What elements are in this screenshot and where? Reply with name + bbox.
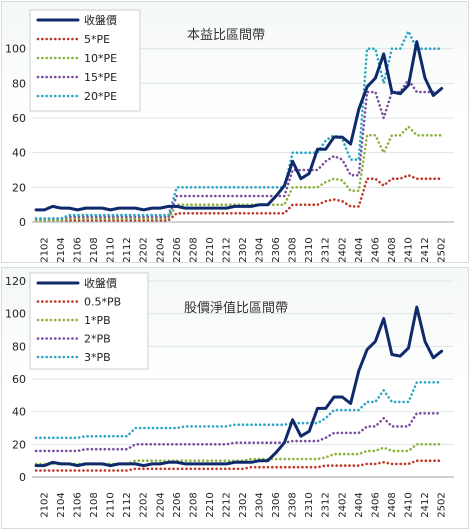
y-tick-label: 40: [12, 147, 26, 160]
x-tick-label: 2208: [188, 237, 199, 262]
x-tick-label: 2106: [73, 492, 84, 517]
legend-box: [29, 272, 149, 370]
x-tick-label: 2412: [420, 237, 431, 262]
x-tick-label: 2402: [337, 492, 348, 517]
x-tick-label: 2206: [172, 492, 183, 517]
x-tick-label: 2406: [370, 492, 381, 517]
x-tick-label: 2404: [354, 237, 365, 262]
pb-band-chart-panel: 0 20 40 60 80 100 120 2102 2104 2106 2108 2110 2112 2…: [1, 267, 469, 529]
x-tick-label: 2406: [370, 237, 381, 262]
legend-label: 2*PB: [84, 333, 111, 346]
y-tick-label: 120: [5, 275, 26, 288]
x-tick-label: 2112: [122, 237, 133, 262]
chart-title: 股價淨值比區間帶: [184, 300, 288, 316]
legend-label: 收盤價: [84, 276, 117, 290]
x-tick-label: 2310: [304, 492, 315, 517]
legend-label: 1*PB: [84, 314, 111, 327]
y-tick-label: 80: [12, 340, 26, 353]
x-tick-label: 2412: [420, 492, 431, 517]
series-line-3: [34, 412, 443, 453]
x-tick-label: 2204: [155, 237, 166, 262]
x-tick-label: 2104: [56, 237, 67, 262]
legend-label: 10*PE: [84, 52, 117, 65]
x-tick-label: 2108: [89, 492, 100, 517]
y-tick-label: 20: [12, 181, 26, 194]
x-tick-label: 2302: [238, 492, 249, 517]
legend-box: [29, 9, 141, 112]
x-tick-label: 2210: [205, 492, 216, 517]
legend-label: 3*PB: [84, 351, 111, 364]
y-tick-label: 80: [12, 77, 26, 90]
x-tick-label: 2104: [56, 492, 67, 517]
x-tick-label: 2410: [403, 237, 414, 262]
x-tick-label: 2108: [89, 237, 100, 262]
x-tick-label: 2106: [73, 237, 84, 262]
x-tick-label: 2502: [437, 237, 448, 262]
y-tick-label: 100: [5, 43, 26, 56]
y-tick-label: 0: [19, 471, 26, 484]
x-tick-label: 2204: [155, 492, 166, 517]
x-tick-label: 2210: [205, 237, 216, 262]
x-tick-label: 2308: [288, 492, 299, 517]
x-tick-label: 2110: [106, 492, 117, 517]
series-line-3: [34, 78, 443, 220]
x-tick-label: 2408: [387, 237, 398, 262]
chart-title: 本益比區間帶: [187, 28, 265, 43]
series-line-4: [34, 381, 443, 440]
x-tick-label: 2206: [172, 237, 183, 262]
x-tick-label: 2302: [238, 237, 249, 262]
pe-band-chart-panel: 0 20 40 60 80 100 2102 2104 2106 2108 2110 2112 2202…: [1, 1, 469, 263]
series-line-2: [34, 125, 443, 222]
x-tick-label: 2410: [403, 492, 414, 517]
y-tick-label: 40: [12, 406, 26, 419]
x-tick-label: 2408: [387, 492, 398, 517]
x-tick-label: 2102: [39, 237, 50, 262]
series-line-0: [34, 40, 444, 212]
y-tick-label: 100: [5, 308, 26, 321]
legend-label: 收盤價: [84, 13, 117, 27]
y-tick-label: 20: [12, 438, 26, 451]
x-tick-label: 2212: [221, 492, 232, 517]
y-tick-label: 60: [12, 112, 26, 125]
x-tick-label: 2308: [288, 237, 299, 262]
x-tick-label: 2306: [271, 492, 282, 517]
y-tick-label: 60: [12, 373, 26, 386]
x-tick-label: 2312: [321, 237, 332, 262]
series-line-1: [34, 173, 443, 222]
x-tick-label: 2304: [255, 237, 266, 262]
x-tick-label: 2112: [122, 492, 133, 517]
x-tick-label: 2404: [354, 492, 365, 517]
y-tick-label: 0: [19, 216, 26, 229]
x-tick-label: 2110: [106, 237, 117, 262]
x-tick-label: 2208: [188, 492, 199, 517]
legend-label: 0.5*PB: [84, 296, 121, 309]
x-tick-label: 2502: [437, 492, 448, 517]
x-tick-label: 2202: [139, 237, 150, 262]
x-tick-label: 2212: [221, 237, 232, 262]
x-tick-label: 2306: [271, 237, 282, 262]
pb-band-chart: 0 20 40 60 80 100 120 2102 2104 2106 2108 2110 2112 2…: [5, 272, 454, 518]
series-line-1: [34, 459, 443, 472]
x-tick-label: 2402: [337, 237, 348, 262]
legend-label: 20*PE: [84, 90, 117, 103]
x-tick-label: 2202: [139, 492, 150, 517]
x-tick-label: 2304: [255, 492, 266, 517]
x-tick-label: 2310: [304, 237, 315, 262]
x-tick-label: 2102: [39, 492, 50, 517]
x-tick-label: 2312: [321, 492, 332, 517]
pe-band-chart: 0 20 40 60 80 100 2102 2104 2106 2108 2110 2112 2202…: [5, 9, 454, 263]
legend-label: 15*PE: [84, 71, 117, 84]
legend-label: 5*PE: [84, 33, 110, 46]
series-line-0: [34, 305, 444, 468]
series-line-4: [34, 30, 443, 220]
